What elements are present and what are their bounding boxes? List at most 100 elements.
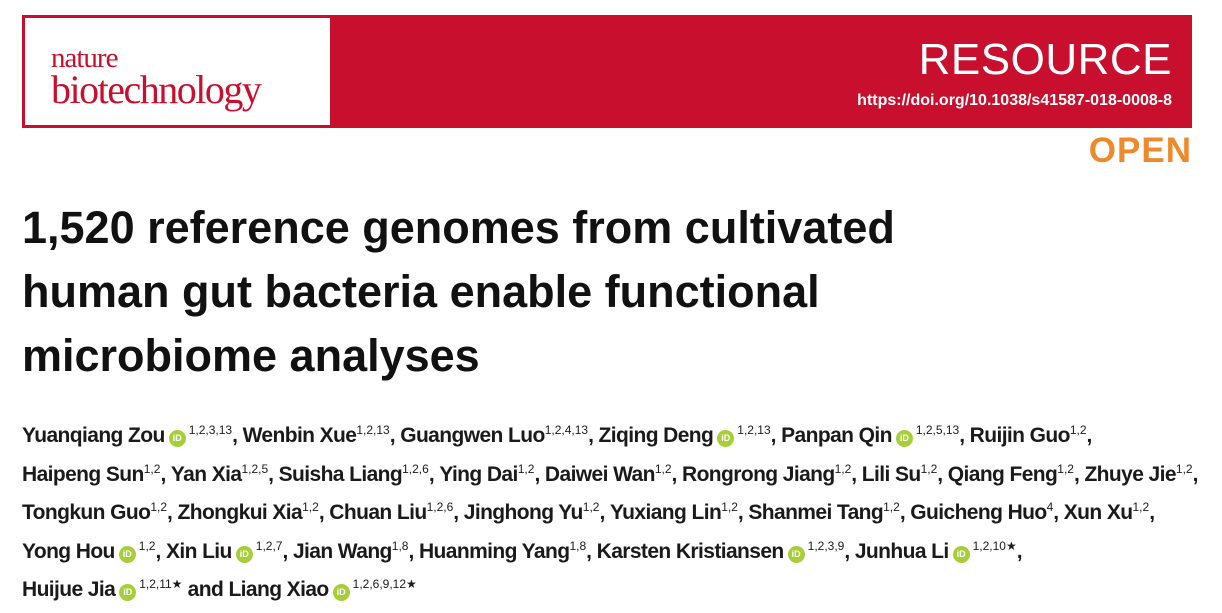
author-name[interactable]: Yuxiang Lin [609,501,722,524]
logo-nature-text: nature [51,42,118,74]
author-separator: , [586,539,597,563]
orcid-icon[interactable] [952,545,970,563]
author-name[interactable]: Tongkun Guo [22,501,151,524]
journal-logo[interactable]: nature biotechnology [25,18,330,125]
author-affiliation: 1,2,5,13 [915,423,960,437]
orcid-icon[interactable] [332,584,350,601]
author-entry: Shanmei Tang1,2, [748,500,910,524]
orcid-icon[interactable] [787,545,805,563]
author-entry: Daiwei Wan1,2, [544,461,683,486]
author-separator: , [282,539,293,563]
author-entry: Rongrong Jiang1,2, [682,461,862,486]
author-entry: Xin Liu 1,2,7, [165,539,293,563]
author-name[interactable]: Ying Dai [439,462,518,486]
author-name[interactable]: Ruijin Guo [969,424,1071,447]
author-name[interactable]: Rongrong Jiang [682,462,835,486]
author-name[interactable]: Zhongkui Xia [177,501,303,524]
author-affiliation: 1,8 [391,538,409,553]
author-affiliation: 1,2 [920,461,938,476]
author-affiliation: 1,2 [582,500,600,514]
author-name[interactable]: Karsten Kristiansen [596,539,785,563]
orcid-icon[interactable] [895,430,913,447]
author-entry: Ruijin Guo1,2, [969,423,1093,447]
author-entry: Zhuye Jie1,2, [1084,461,1199,486]
author-list: Yuanqiang Zou 1,2,3,13, Wenbin Xue1,2,13,… [22,418,1212,611]
author-affiliation: 1,8 [569,538,587,553]
author-name[interactable]: Yuanqiang Zou [22,424,165,447]
author-separator: , [1192,462,1199,486]
author-entry: Xun Xu1,2, [1063,500,1155,524]
author-affiliation: 1,2 [654,461,672,476]
author-separator: , [599,501,610,524]
author-entry: Huijue Jia 1,2,11★ and [22,577,229,601]
author-name[interactable]: Lili Su [861,462,921,486]
orcid-icon[interactable] [118,545,136,563]
author-separator: , [428,462,440,486]
orcid-icon[interactable] [119,584,137,601]
orcid-icon[interactable] [235,545,253,563]
author-separator: , [534,462,545,486]
author-entry: Ying Dai1,2, [439,461,545,486]
author-affiliation: 1,2 [721,500,738,514]
author-affiliation: 1,2 [302,500,319,514]
author-name[interactable]: Huijue Jia [22,578,116,601]
author-entry: Yuanqiang Zou 1,2,3,13, [22,423,243,447]
author-separator: and [182,578,229,601]
author-affiliation: 1,2 [1175,461,1193,476]
author-name[interactable]: Jian Wang [292,539,392,563]
author-name[interactable]: Shanmei Tang [748,501,884,524]
author-separator: , [1016,539,1023,563]
author-entry: Chuan Liu1,2,6, [329,500,463,524]
author-entry: Lili Su1,2, [861,461,948,486]
author-separator: , [588,424,599,447]
author-separator: , [232,424,243,447]
author-separator: , [318,501,330,524]
author-name[interactable]: Haipeng Sun [22,462,144,486]
author-separator: , [1149,501,1155,524]
author-name[interactable]: Huanming Yang [418,539,570,563]
author-entry: Yan Xia1,2,5, [170,462,279,486]
author-separator: , [167,501,178,524]
author-affiliation: 1,2,3,9 [807,538,845,553]
author-name[interactable]: Ziqing Deng [598,424,714,447]
author-name[interactable]: Yan Xia [170,462,242,486]
author-name[interactable]: Junhua Li [854,539,949,563]
author-name[interactable]: Panpan Qin [781,424,892,447]
orcid-icon[interactable] [168,430,186,447]
author-affiliation: 1,2 [143,461,161,476]
author-separator: , [671,462,683,486]
author-name[interactable]: Zhuye Jie [1084,462,1176,486]
author-name[interactable]: Wenbin Xue [242,424,357,447]
author-affiliation: 1,2 [1069,423,1087,437]
author-name[interactable]: Liang Xiao [228,578,329,601]
author-affiliation: 1,2 [1132,500,1150,514]
author-name[interactable]: Guicheng Huo [910,501,1047,524]
author-name[interactable]: Qiang Feng [947,462,1058,486]
author-affiliation: 1,2,10★ [972,538,1017,553]
author-name[interactable]: Jinghong Yu [463,501,584,524]
author-entry: Wenbin Xue1,2,13, [242,423,401,447]
author-name[interactable]: Chuan Liu [329,501,427,524]
author-affiliation: 1,2 [517,461,535,476]
author-name[interactable]: Xin Liu [165,539,232,563]
author-affiliation: 1,2 [138,538,156,553]
orcid-icon[interactable] [717,430,735,447]
doi-link[interactable]: https://doi.org/10.1038/s41587-018-0008-… [857,92,1172,109]
author-separator: , [737,501,749,524]
author-name[interactable]: Suisha Liang [278,462,403,486]
author-affiliation: 1,2 [834,461,852,476]
author-name[interactable]: Guangwen Luo [400,424,545,447]
author-name[interactable]: Daiwei Wan [544,462,656,486]
author-entry: Ziqing Deng 1,2,13, [598,423,782,447]
author-affiliation: 1,2,13 [356,423,390,437]
author-affiliation: 4 [1046,500,1054,514]
author-name[interactable]: Yong Hou [22,539,115,563]
author-affiliation: 1,2 [150,500,167,514]
author-separator: , [851,462,862,486]
author-name[interactable]: Xun Xu [1063,501,1133,524]
journal-banner: nature biotechnology RESOURCE https://do… [22,15,1192,128]
author-affiliation: 1,2,3,13 [188,423,233,437]
author-entry: Suisha Liang1,2,6, [278,462,440,486]
author-entry: Jian Wang1,8, [292,538,419,563]
author-separator: , [937,462,948,486]
